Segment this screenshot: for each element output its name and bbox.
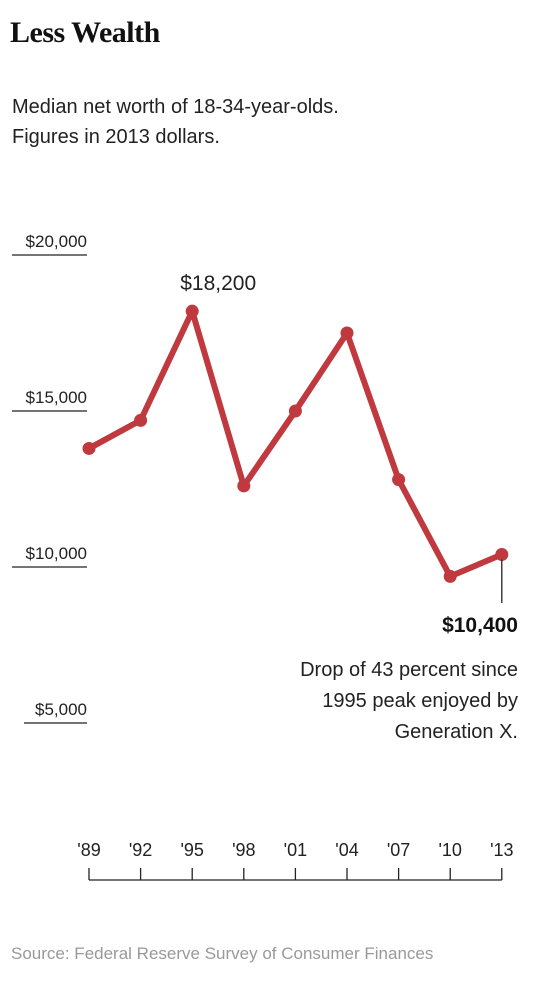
data-point-04 [340, 326, 354, 340]
data-point-13 [495, 548, 509, 562]
x-tick-label-10: '10 [438, 840, 461, 860]
y-tick-label-2: $10,000 [26, 544, 87, 563]
data-point-92 [134, 413, 148, 427]
data-point-98 [237, 479, 251, 493]
y-tick-label-1: $15,000 [26, 388, 87, 407]
x-tick-label-04: '04 [335, 840, 358, 860]
x-tick-label-89: '89 [77, 840, 100, 860]
x-tick-label-98: '98 [232, 840, 255, 860]
end-value-label: $10,400 [442, 614, 518, 637]
series-line [86, 308, 505, 580]
data-point-01 [288, 404, 302, 418]
y-tick-label-3: $5,000 [35, 700, 87, 719]
data-point-95 [185, 304, 199, 318]
subtitle-line-1: Median net worth of 18-34-year-olds. [12, 96, 339, 118]
data-point-07 [392, 473, 406, 487]
source-note: Source: Federal Reserve Survey of Consum… [11, 944, 434, 963]
annotation-line-3: Generation X. [395, 721, 518, 743]
annotation-line-1: Drop of 43 percent since [300, 659, 518, 681]
x-tick-label-01: '01 [284, 840, 307, 860]
data-point-89 [82, 441, 96, 455]
y-tick-label-0: $20,000 [26, 232, 87, 251]
x-tick-label-07: '07 [387, 840, 410, 860]
x-tick-label-13: '13 [490, 840, 513, 860]
annotation-line-2: 1995 peak enjoyed by [322, 690, 518, 712]
peak-value-label: $18,200 [180, 272, 256, 295]
subtitle-line-2: Figures in 2013 dollars. [12, 126, 220, 148]
x-tick-label-92: '92 [129, 840, 152, 860]
data-point-10 [443, 569, 457, 583]
x-tick-label-95: '95 [180, 840, 203, 860]
chart-subtitle: Median net worth of 18-34-year-olds. Fig… [12, 92, 512, 152]
chart-title: Less Wealth [10, 16, 160, 49]
